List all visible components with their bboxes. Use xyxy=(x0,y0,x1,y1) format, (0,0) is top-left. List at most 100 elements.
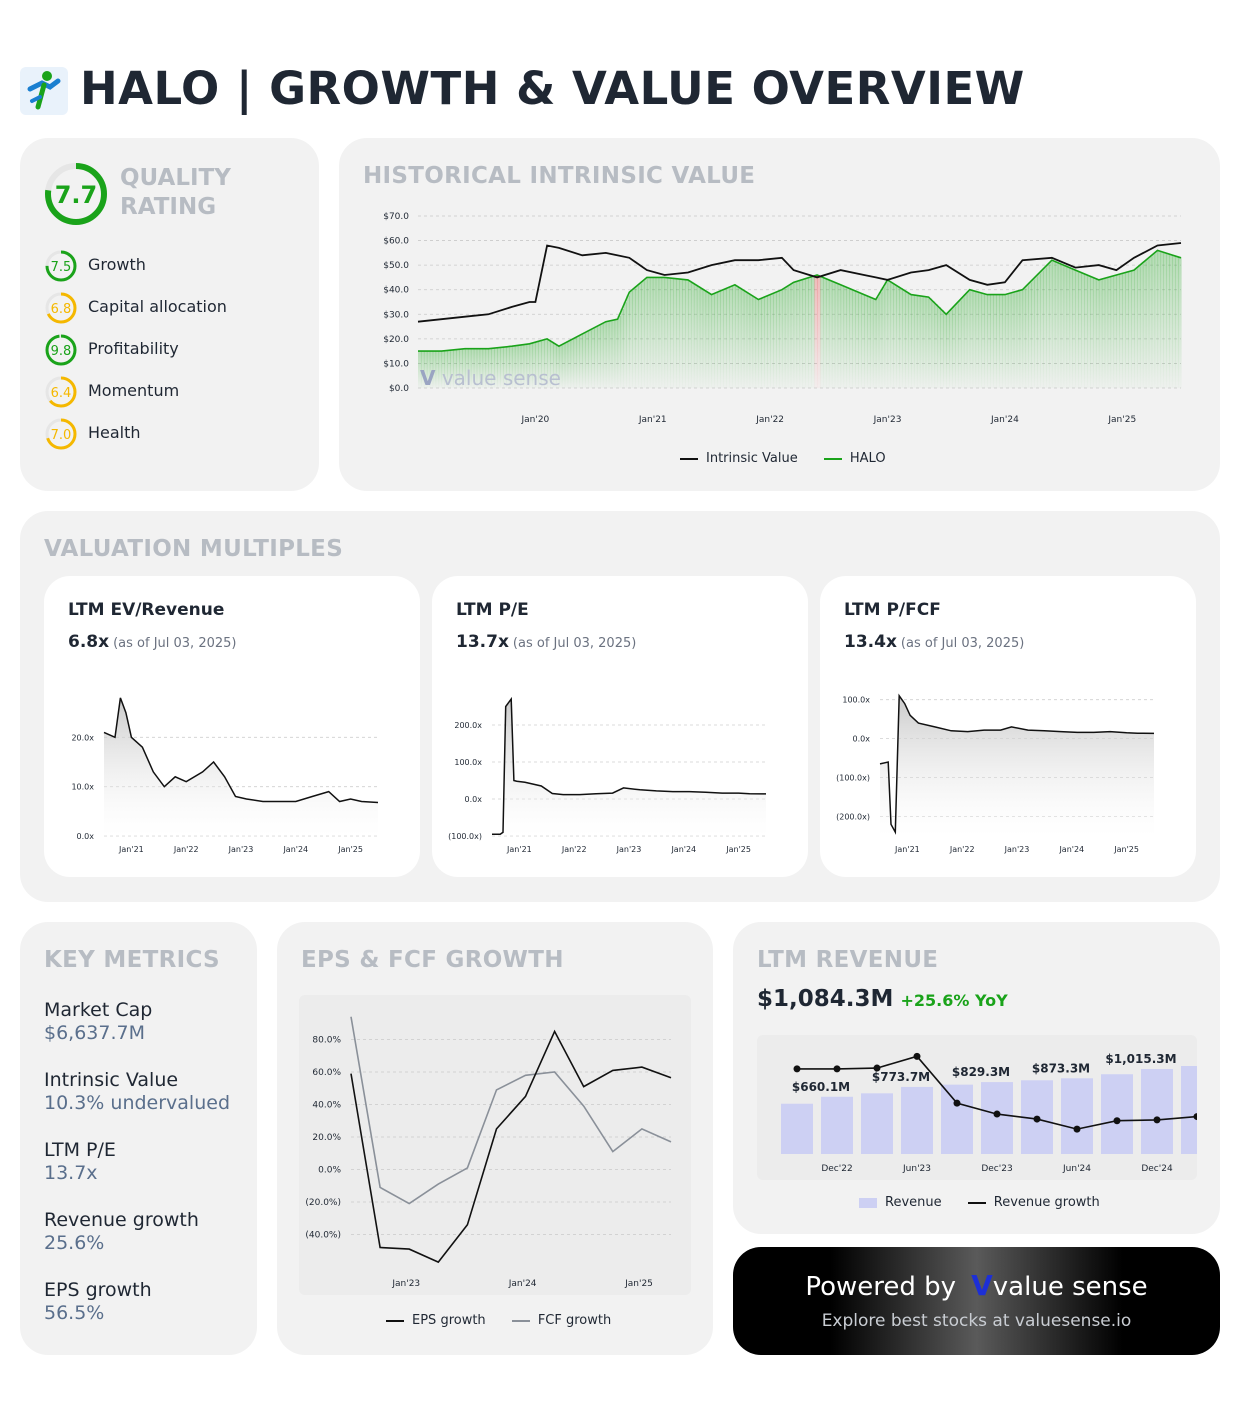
price-area-band xyxy=(749,294,754,388)
metric-value: 10.3% undervalued xyxy=(44,1092,231,1114)
score-ring-fill xyxy=(45,334,77,366)
score-value: 9.8 xyxy=(51,344,72,359)
price-area-band xyxy=(1154,251,1159,388)
price-area-band xyxy=(1007,293,1012,388)
price-area-band xyxy=(717,291,721,388)
price-area-band xyxy=(711,294,715,388)
price-area-band xyxy=(591,328,595,388)
revenue-growth-point xyxy=(913,1052,921,1060)
price-area-band xyxy=(737,287,742,388)
price-area-band xyxy=(966,291,971,388)
price-area-band xyxy=(872,298,877,388)
powered-by-banner[interactable]: Powered by Vvalue sense Explore best sto… xyxy=(733,1247,1220,1355)
price-area-band xyxy=(1075,270,1079,388)
revenue-growth-point xyxy=(1153,1116,1161,1124)
metric-label: Intrinsic Value xyxy=(44,1069,179,1091)
price-area-band xyxy=(1010,292,1015,388)
price-area-band xyxy=(1131,270,1135,388)
price-area-band xyxy=(796,280,801,388)
ltm-revenue-chart: $660.1M $773.7M $829.3M $873.3M $1,015.3M Dec… xyxy=(757,1035,1197,1180)
revenue-bar xyxy=(981,1082,1013,1154)
price-area-band xyxy=(908,293,912,388)
price-area-band xyxy=(597,325,601,388)
chart-background xyxy=(299,995,691,1295)
price-area-band xyxy=(1004,294,1009,388)
x-tick-label: Jan'22 xyxy=(173,845,199,854)
score-ring-fill xyxy=(45,376,77,408)
pe-title: LTM P/E xyxy=(456,600,529,620)
price-area-band xyxy=(438,351,443,388)
price-area-band xyxy=(911,294,915,388)
price-area-band xyxy=(1066,266,1071,388)
price-area-band xyxy=(1048,261,1053,388)
price-area-band xyxy=(658,277,663,388)
price-area-band xyxy=(1031,279,1035,388)
price-area-band xyxy=(1028,282,1032,388)
y-tick-label: 100.0x xyxy=(842,696,870,705)
revenue-bar xyxy=(1101,1074,1133,1154)
price-area-band xyxy=(843,286,848,388)
price-area-band xyxy=(523,344,528,388)
price-area-band xyxy=(435,351,440,388)
y-tick-label: $40.0 xyxy=(383,286,409,296)
price-area-band xyxy=(957,300,962,388)
price-area-band xyxy=(1025,285,1029,388)
price-area-band xyxy=(984,294,988,388)
price-area-band xyxy=(890,282,895,388)
legend-revenue: Revenue xyxy=(859,1195,942,1210)
price-area-band xyxy=(503,346,507,388)
price-area-band xyxy=(802,279,806,388)
price-area-band xyxy=(441,350,446,388)
price-area-band xyxy=(978,292,983,388)
y-tick-label: $20.0 xyxy=(383,335,409,345)
runner-logo-icon xyxy=(27,71,61,110)
price-area-band xyxy=(972,290,977,388)
multiple-line xyxy=(492,696,767,835)
price-area-band xyxy=(787,285,792,388)
price-area-band xyxy=(931,301,936,388)
x-tick-label: Jan'22 xyxy=(755,415,784,425)
price-area-band xyxy=(858,292,862,388)
price-area-band xyxy=(726,287,730,388)
price-area-band xyxy=(1104,277,1109,388)
price-area-band xyxy=(981,293,985,388)
price-area-band xyxy=(690,282,695,388)
x-tick-label: Dec'24 xyxy=(1141,1164,1173,1174)
price-area-band xyxy=(729,286,733,388)
price-area-band xyxy=(1125,272,1129,388)
score-value: 7.0 xyxy=(51,428,72,443)
price-area-band xyxy=(734,285,739,388)
price-area-band xyxy=(667,277,671,388)
ev-revenue-title: LTM EV/Revenue xyxy=(68,600,225,620)
y-tick-label: 100.0x xyxy=(454,758,482,767)
price-area-band xyxy=(491,348,495,388)
quality-rating-card xyxy=(20,138,319,491)
overvalued-band xyxy=(814,275,818,388)
price-area-band xyxy=(576,336,581,388)
score-label: Momentum xyxy=(88,381,180,400)
revenue-growth-point xyxy=(1113,1117,1121,1125)
price-area-band xyxy=(916,295,921,388)
price-area-band xyxy=(1169,254,1173,388)
price-area-band xyxy=(999,294,1003,388)
price-area-band xyxy=(893,284,897,388)
price-area-band xyxy=(960,297,965,388)
revenue-growth-point xyxy=(953,1099,961,1107)
price-area-band xyxy=(990,294,994,388)
x-tick-label: Jan'24 xyxy=(990,415,1019,425)
ltm-revenue-title: LTM REVENUE xyxy=(757,947,939,973)
price-area-band xyxy=(828,280,833,388)
x-tick-label: Jan'25 xyxy=(1113,845,1139,854)
price-area-band xyxy=(732,285,736,388)
score-row-health: 7.0 Health xyxy=(44,417,304,451)
revenue-growth-point xyxy=(793,1065,801,1073)
price-area-band xyxy=(975,291,980,388)
y-tick-label: (100.0x) xyxy=(448,832,482,841)
multiple-area xyxy=(104,697,378,836)
price-area-band xyxy=(643,278,648,388)
y-tick-label: (100.0x) xyxy=(836,774,870,783)
price-area-band xyxy=(541,340,545,388)
price-area-band xyxy=(925,296,930,388)
score-label: Capital allocation xyxy=(88,297,227,316)
price-area-band xyxy=(899,288,903,388)
